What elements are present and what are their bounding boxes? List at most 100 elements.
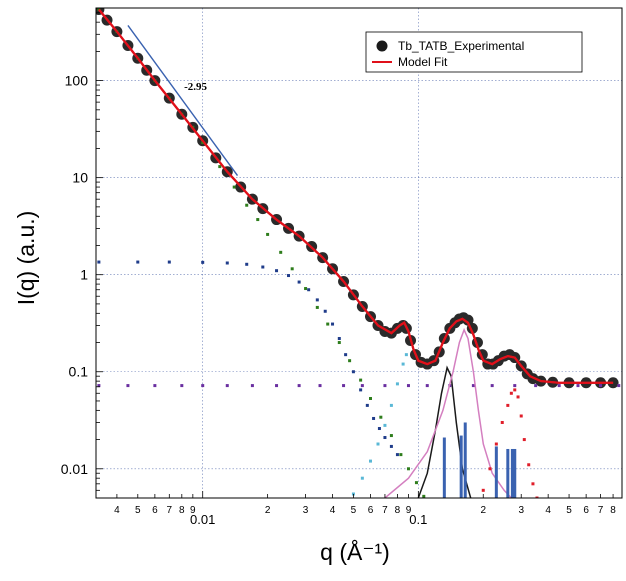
series-dot xyxy=(315,298,319,302)
series-dot xyxy=(323,309,327,313)
reflection-stick xyxy=(513,448,517,498)
series-dot xyxy=(365,403,369,407)
x-tick-label-minor: 9 xyxy=(190,505,196,516)
series-dot xyxy=(359,378,363,382)
series-dot xyxy=(297,280,301,284)
series-dot xyxy=(519,414,523,418)
series-dot xyxy=(266,232,270,236)
series-dot xyxy=(494,442,498,446)
series-dot xyxy=(97,260,101,264)
series-dot xyxy=(481,488,485,492)
x-tick-label-major: 0.1 xyxy=(409,512,427,527)
series-dot xyxy=(500,420,504,424)
series-dot xyxy=(225,261,229,265)
series-dot xyxy=(126,384,130,388)
y-tick-label: 10 xyxy=(72,170,88,186)
series-dot xyxy=(153,384,157,388)
series-dot xyxy=(599,384,603,388)
series-dot xyxy=(383,423,387,427)
series-dot xyxy=(201,384,205,388)
y-tick-label: 0.1 xyxy=(69,364,89,380)
y-axis-title: I(q) (a.u.) xyxy=(13,211,39,306)
reflection-stick xyxy=(506,448,510,498)
slope-guide-line xyxy=(127,25,239,177)
x-tick-label-minor: 2 xyxy=(480,505,486,516)
series-dot xyxy=(167,260,171,264)
series-layer xyxy=(96,8,621,498)
series-dot xyxy=(315,305,319,309)
series-dot xyxy=(509,391,513,395)
series-dot xyxy=(516,395,520,399)
series-dot xyxy=(377,427,381,431)
reflection-stick xyxy=(459,435,463,498)
series-dot xyxy=(359,388,363,392)
series-dot xyxy=(527,463,531,467)
series-dot xyxy=(275,384,279,388)
series-dot xyxy=(337,337,341,341)
legend-box xyxy=(365,31,583,73)
series-dot xyxy=(304,287,308,291)
x-tick-label-minor: 7 xyxy=(167,505,173,516)
series-dot xyxy=(256,218,260,222)
series-dot xyxy=(348,359,352,363)
series-dot xyxy=(513,388,517,392)
x-tick-label-major: 0.01 xyxy=(190,512,215,527)
y-tick-label: 1 xyxy=(80,267,88,283)
series-dot xyxy=(522,438,526,442)
series-dot xyxy=(232,185,236,189)
plot-frame xyxy=(95,7,623,499)
series-dot xyxy=(471,384,475,388)
y-tick-label: 100 xyxy=(65,73,89,89)
series-dot xyxy=(180,384,184,388)
reflection-stick xyxy=(494,446,498,498)
x-tick-label-minor: 5 xyxy=(135,505,141,516)
series-dot xyxy=(379,415,383,419)
series-dot xyxy=(617,384,621,388)
series-dot xyxy=(326,322,330,326)
x-tick-label-minor: 2 xyxy=(265,505,271,516)
series-dot xyxy=(245,262,249,266)
series-dot xyxy=(331,322,335,326)
series-dot xyxy=(344,353,348,357)
reflection-stick xyxy=(442,437,446,498)
series-dot xyxy=(490,384,494,388)
legend-marker-experimental xyxy=(376,40,388,52)
series-dot xyxy=(531,482,535,486)
series-dot xyxy=(395,453,399,457)
series-dot xyxy=(425,384,429,388)
slope-annotation: -2.95 xyxy=(184,81,207,93)
series-dot xyxy=(389,434,393,438)
series-dot xyxy=(376,442,380,446)
x-axis-title: q (Å⁻¹) xyxy=(320,538,390,565)
series-dot xyxy=(406,467,410,471)
series-dot xyxy=(136,260,140,264)
series-dot xyxy=(337,341,341,345)
series-dot xyxy=(395,382,399,386)
series-dot xyxy=(369,396,373,400)
series-dot xyxy=(351,492,355,496)
x-tick-label-minor: 7 xyxy=(382,505,388,516)
grid-lines xyxy=(96,8,622,498)
x-tick-label-minor: 3 xyxy=(518,505,524,516)
series-dot xyxy=(97,384,101,388)
x-tick-label-minor: 5 xyxy=(566,505,572,516)
series-dot xyxy=(369,459,373,463)
series-dot xyxy=(576,384,580,388)
series-dot xyxy=(506,403,510,407)
series-dot xyxy=(250,384,254,388)
x-tick-label-minor: 4 xyxy=(114,505,120,516)
series-dot xyxy=(513,384,517,388)
data-point xyxy=(462,314,474,326)
x-tick-label-minor: 8 xyxy=(610,505,616,516)
x-tick-label-minor: 7 xyxy=(598,505,604,516)
x-tick-label-minor: 3 xyxy=(303,505,309,516)
reflection-stick xyxy=(510,448,514,498)
series-dot xyxy=(307,288,311,292)
series-line xyxy=(384,327,512,498)
x-tick-label-minor: 6 xyxy=(152,505,158,516)
series-dot xyxy=(399,453,403,457)
series-dot xyxy=(290,267,294,271)
model-fit-line xyxy=(98,8,614,384)
x-tick-label-minor: 4 xyxy=(330,505,336,516)
